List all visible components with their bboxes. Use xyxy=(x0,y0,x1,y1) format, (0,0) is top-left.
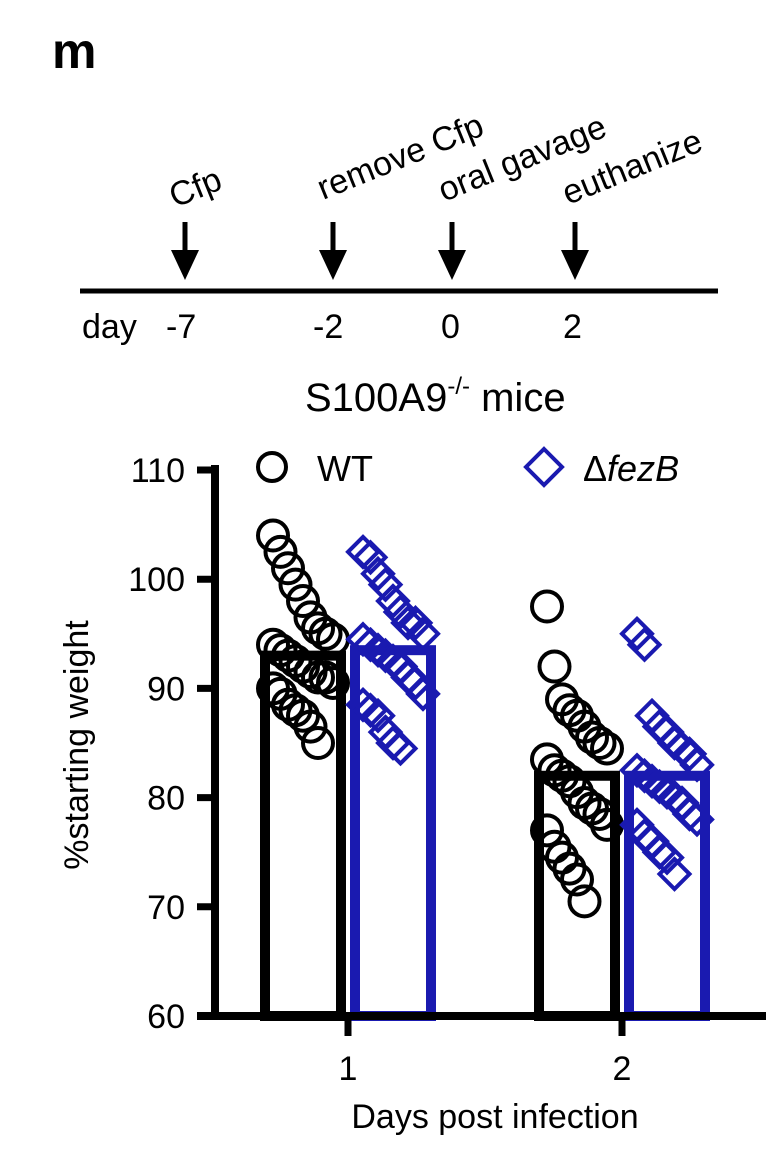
legend-wt-label: WT xyxy=(317,448,373,489)
timeline-event-cfp: Cfp xyxy=(164,160,227,280)
timeline-day-label: 2 xyxy=(563,308,582,346)
y-tick-label: 100 xyxy=(128,561,185,599)
legend-fezb-marker xyxy=(526,449,562,485)
y-ticks: 60 70 80 90 100 110 xyxy=(128,452,215,1036)
timeline-event-label: Cfp xyxy=(164,160,227,215)
y-tick-label: 60 xyxy=(147,998,185,1036)
y-tick-label: 90 xyxy=(147,670,185,708)
legend-wt-marker xyxy=(258,453,286,481)
timeline-arrowhead xyxy=(561,250,589,280)
timeline-day-label: -7 xyxy=(166,308,196,346)
legend-fezb-prefix: Δ xyxy=(583,448,607,489)
timeline-arrowhead xyxy=(171,250,199,280)
x-tick-label: 1 xyxy=(339,1050,358,1088)
chart-title-tail: mice xyxy=(470,376,566,420)
chart-title-main: S100A9 xyxy=(305,376,447,420)
chart-title: S100A9-/- mice xyxy=(305,373,566,420)
bars-layer xyxy=(265,650,705,1016)
y-tick-label: 70 xyxy=(147,889,185,927)
chart-title-superscript: -/- xyxy=(447,373,470,400)
data-point-wt xyxy=(532,592,562,622)
x-axis-title: Days post infection xyxy=(351,1098,638,1136)
points-layer xyxy=(258,521,712,917)
timeline-day-label: 0 xyxy=(441,308,460,346)
data-point-wt xyxy=(540,652,570,682)
timeline-arrowhead xyxy=(438,250,466,280)
y-tick-label: 110 xyxy=(131,452,185,490)
y-tick-label: 80 xyxy=(147,780,185,818)
legend: WT ΔfezB xyxy=(258,448,679,489)
x-tick-label: 2 xyxy=(613,1050,632,1088)
legend-fezb-italic: fezB xyxy=(607,448,679,489)
timeline-day-prefix: day xyxy=(82,308,137,346)
timeline: Cfp remove Cfp oral gavage euthanize day… xyxy=(80,106,718,346)
y-axis-title: %starting weight xyxy=(58,620,96,870)
legend-fezb-label: ΔfezB xyxy=(583,448,679,489)
timeline-arrowhead xyxy=(319,250,347,280)
timeline-day-label: -2 xyxy=(313,308,343,346)
panel-letter: m xyxy=(52,23,96,79)
